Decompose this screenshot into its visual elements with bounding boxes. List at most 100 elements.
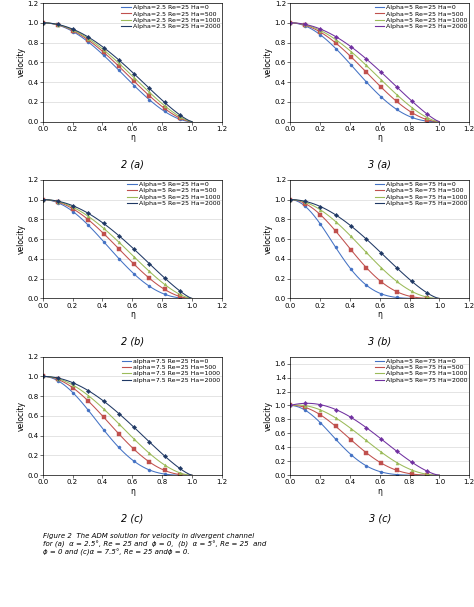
alpha=7.5 Re=25 Ha=0 [82, 403, 88, 410]
Alpha=5 Re=25 Ha=2000 [134, 248, 140, 256]
Alpha=5 Re=25 Ha=0 [73, 211, 79, 218]
Alpha=5 Re=75 Ha=0 [324, 426, 329, 433]
Alpha=5 Re=25 Ha=2000 [339, 37, 345, 44]
Alpha=2.5 Re=25 Ha=0 [107, 58, 112, 65]
Alpha=2.5 Re=25 Ha=500 [40, 19, 46, 27]
Alpha=5 Re=75 Ha=2000 [373, 244, 378, 251]
Alpha=2.5 Re=25 Ha=2000 [165, 101, 171, 109]
Alpha=5 Re=25 Ha=0 [428, 118, 433, 125]
Alpha=5 Re=75 Ha=1000 [424, 470, 430, 478]
Alpha=5 Re=75 Ha=0 [364, 282, 369, 289]
Alpha=5 Re=75 Ha=2000 [321, 402, 327, 409]
Alpha=2.5 Re=25 Ha=500 [125, 72, 131, 79]
Alpha=5 Re=25 Ha=500 [333, 39, 338, 47]
Alpha=5 Re=25 Ha=0 [52, 198, 58, 205]
Alpha=2.5 Re=25 Ha=0 [140, 90, 146, 98]
Line: Alpha=5 Re=25 Ha=500: Alpha=5 Re=25 Ha=500 [43, 200, 192, 299]
Alpha=5 Re=25 Ha=1000 [70, 204, 76, 211]
Alpha=5 Re=75 Ha=2000 [360, 232, 366, 240]
Alpha=5 Re=75 Ha=2000 [309, 200, 314, 207]
Alpha=5 Re=75 Ha=500 [296, 402, 302, 410]
Alpha=5 Re=75 Ha=1000 [315, 205, 320, 212]
alpha=7.5 Re=25 Ha=1000 [67, 380, 73, 387]
Alpha=2.5 Re=25 Ha=500 [67, 25, 73, 33]
Alpha=2.5 Re=25 Ha=1000 [168, 107, 173, 114]
Alpha=5 Re=75 Ha=1000 [296, 401, 302, 409]
Alpha=5 Re=25 Ha=0 [91, 228, 97, 236]
Alpha=5 Re=25 Ha=0 [49, 197, 55, 205]
Alpha=5 Re=75 Ha=500 [379, 459, 384, 467]
Alpha=5 Re=75 Ha=0 [418, 472, 424, 479]
Alpha=5 Re=75 Ha=500 [300, 198, 305, 206]
Alpha=5 Re=25 Ha=1000 [177, 291, 182, 298]
Alpha=2.5 Re=25 Ha=1000 [155, 97, 161, 104]
Alpha=5 Re=25 Ha=1000 [55, 198, 61, 205]
alpha=7.5 Re=25 Ha=2000 [52, 374, 58, 381]
Alpha=2.5 Re=25 Ha=500 [61, 23, 67, 30]
Alpha=5 Re=75 Ha=500 [430, 295, 436, 302]
Alpha=5 Re=25 Ha=0 [287, 19, 293, 27]
Alpha=5 Re=25 Ha=0 [140, 278, 146, 285]
alpha=7.5 Re=25 Ha=2000 [153, 444, 158, 451]
Alpha=5 Re=75 Ha=2000 [418, 464, 424, 472]
Alpha=5 Re=25 Ha=500 [300, 21, 305, 28]
Alpha=5 Re=75 Ha=1000 [400, 282, 406, 290]
Alpha=5 Re=75 Ha=1000 [421, 293, 427, 300]
Alpha=5 Re=75 Ha=2000 [382, 253, 387, 260]
Alpha=5 Re=75 Ha=500 [339, 235, 345, 242]
Alpha=5 Re=75 Ha=1000 [287, 402, 293, 409]
Alpha=5 Re=25 Ha=0 [119, 258, 125, 265]
Alpha=5 Re=25 Ha=1000 [354, 53, 360, 61]
Alpha=5 Re=75 Ha=500 [345, 242, 351, 249]
Alpha=5 Re=25 Ha=500 [406, 107, 412, 114]
Alpha=5 Re=25 Ha=2000 [183, 291, 189, 299]
Alpha=5 Re=25 Ha=0 [159, 290, 164, 297]
Alpha=5 Re=25 Ha=2000 [137, 251, 143, 259]
Alpha=5 Re=25 Ha=0 [290, 19, 296, 27]
Alpha=5 Re=75 Ha=1000 [418, 292, 424, 299]
Alpha=5 Re=25 Ha=1000 [421, 112, 427, 120]
alpha=7.5 Re=25 Ha=500 [43, 373, 48, 380]
Alpha=5 Re=75 Ha=1000 [428, 471, 433, 478]
Alpha=5 Re=75 Ha=1000 [342, 226, 348, 234]
Alpha=2.5 Re=25 Ha=500 [49, 20, 55, 27]
Alpha=5 Re=25 Ha=500 [101, 230, 107, 237]
Line: Alpha=5 Re=25 Ha=1000: Alpha=5 Re=25 Ha=1000 [290, 23, 439, 121]
Alpha=2.5 Re=25 Ha=0 [55, 21, 61, 29]
Alpha=2.5 Re=25 Ha=2000 [150, 87, 155, 95]
alpha=7.5 Re=25 Ha=500 [64, 381, 70, 388]
Alpha=5 Re=75 Ha=0 [315, 217, 320, 224]
Alpha=5 Re=25 Ha=2000 [113, 229, 118, 237]
Alpha=5 Re=25 Ha=2000 [394, 83, 400, 90]
alpha=7.5 Re=25 Ha=1000 [144, 447, 149, 454]
Alpha=5 Re=75 Ha=1000 [430, 472, 436, 479]
Alpha=2.5 Re=25 Ha=1000 [116, 59, 122, 67]
Alpha=5 Re=75 Ha=0 [351, 270, 357, 277]
Alpha=5 Re=75 Ha=2000 [421, 287, 427, 294]
Alpha=5 Re=75 Ha=1000 [336, 221, 342, 228]
Alpha=5 Re=25 Ha=2000 [373, 63, 378, 70]
Alpha=5 Re=25 Ha=0 [434, 118, 439, 125]
Alpha=5 Re=75 Ha=500 [290, 196, 296, 203]
Alpha=5 Re=25 Ha=2000 [67, 201, 73, 208]
Alpha=5 Re=25 Ha=0 [318, 32, 323, 39]
alpha=7.5 Re=25 Ha=1000 [177, 469, 182, 476]
Alpha=5 Re=25 Ha=500 [73, 207, 79, 214]
Alpha=5 Re=75 Ha=0 [360, 279, 366, 286]
alpha=7.5 Re=25 Ha=0 [107, 433, 112, 441]
Alpha=5 Re=75 Ha=500 [418, 294, 424, 302]
Alpha=5 Re=75 Ha=0 [333, 244, 338, 251]
Alpha=5 Re=25 Ha=2000 [119, 235, 125, 242]
Alpha=5 Re=25 Ha=500 [324, 32, 329, 39]
Alpha=5 Re=75 Ha=2000 [415, 463, 421, 470]
Alpha=5 Re=25 Ha=1000 [95, 220, 100, 227]
alpha=7.5 Re=25 Ha=1000 [89, 395, 94, 402]
alpha=7.5 Re=25 Ha=0 [58, 379, 64, 386]
Alpha=5 Re=75 Ha=1000 [300, 198, 305, 205]
Alpha=5 Re=25 Ha=2000 [107, 225, 112, 232]
alpha=7.5 Re=25 Ha=2000 [61, 376, 67, 383]
Alpha=5 Re=75 Ha=1000 [369, 442, 375, 449]
Alpha=5 Re=25 Ha=2000 [345, 41, 351, 48]
Alpha=5 Re=75 Ha=500 [397, 467, 402, 475]
alpha=7.5 Re=25 Ha=2000 [73, 381, 79, 388]
